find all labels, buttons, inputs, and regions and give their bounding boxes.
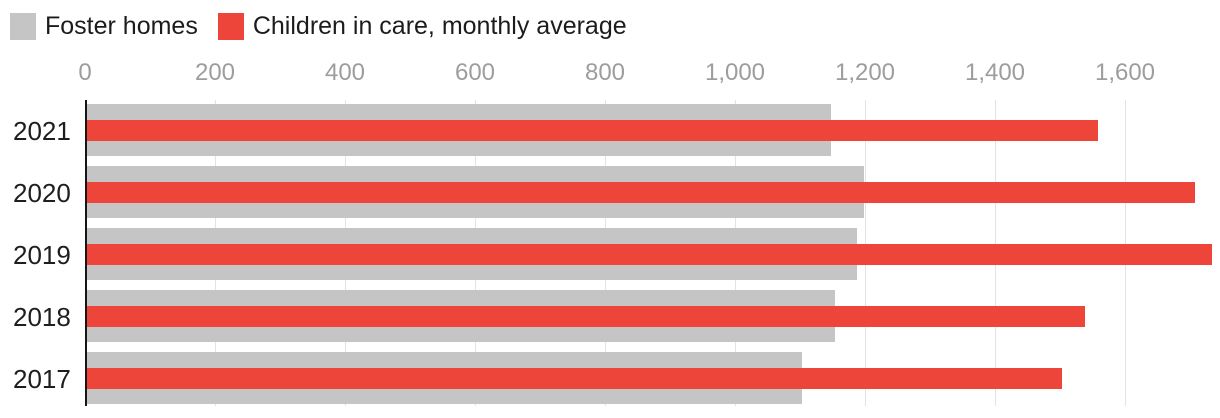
x-tick-label: 800 [584,59,626,86]
category-label-2019: 2019 [13,240,71,270]
legend-label-children-in-care: Children in care, monthly average [252,12,627,40]
plot-area: 2021 2020 2019 2018 2017 [0,100,1220,418]
x-tick-label: 1,000 [704,59,766,86]
x-tick-label: 200 [194,59,236,86]
legend: Foster homes Children in care, monthly a… [10,12,627,40]
x-tick-label: 1,400 [964,59,1026,86]
category-label-2021: 2021 [13,116,71,146]
bar-children-in-care-2017 [87,368,1062,389]
legend-item-foster-homes: Foster homes [10,12,198,40]
category-label-2020: 2020 [13,178,71,208]
x-tick-label: 1,200 [834,59,896,86]
foster-homes-swatch-icon [10,12,36,40]
x-tick-label: 600 [454,59,496,86]
x-axis: 0 200 400 600 800 1,000 1,200 1,400 1,600 [0,58,1220,88]
bar-children-in-care-2019 [87,244,1212,265]
children-in-care-swatch-icon [217,12,244,40]
category-label-2018: 2018 [13,302,71,332]
bar-children-in-care-2018 [87,306,1085,327]
y-axis-baseline [85,100,87,406]
x-tick-label: 1,600 [1094,59,1156,86]
bar-children-in-care-2021 [87,120,1098,141]
bar-children-in-care-2020 [87,182,1195,203]
x-tick-label: 400 [324,59,366,86]
x-tick-label: 0 [78,59,92,86]
legend-item-children-in-care: Children in care, monthly average [217,12,627,40]
category-label-2017: 2017 [13,364,71,394]
legend-label-foster-homes: Foster homes [45,12,198,40]
